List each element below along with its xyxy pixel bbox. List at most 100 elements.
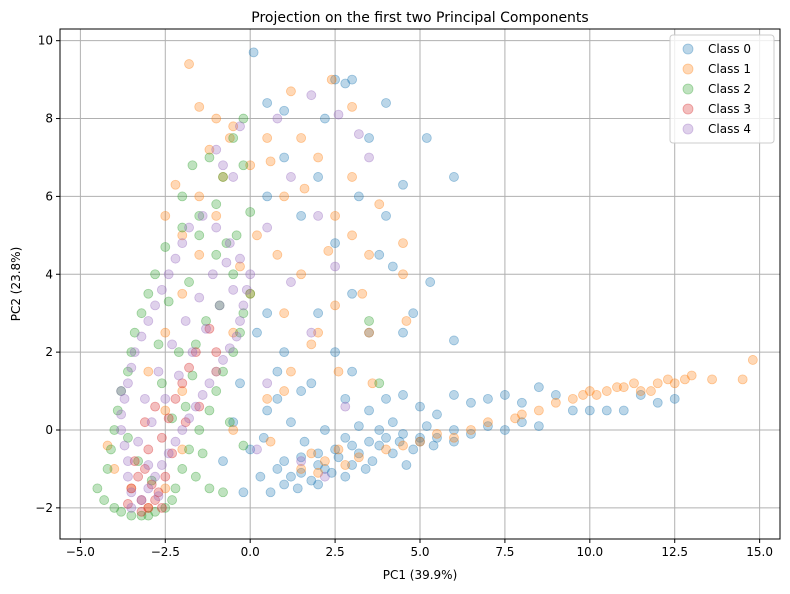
point-class-4 (173, 370, 184, 381)
point-class-2 (238, 113, 249, 124)
point-class-1 (228, 327, 239, 338)
point-class-0 (381, 210, 391, 221)
point-class-4 (126, 487, 137, 498)
point-class-1 (194, 249, 205, 260)
legend-label-class-4: Class 4 (708, 122, 751, 136)
point-class-2 (163, 296, 174, 307)
point-class-4 (241, 284, 252, 295)
point-class-0 (347, 288, 357, 299)
point-class-4 (224, 238, 235, 249)
point-class-3 (190, 347, 201, 358)
point-class-4 (153, 366, 164, 377)
point-class-0 (353, 421, 364, 431)
point-class-1 (296, 464, 307, 474)
point-class-0 (306, 378, 317, 389)
point-class-1 (357, 288, 368, 299)
point-class-2 (99, 495, 110, 505)
point-class-0 (333, 452, 344, 463)
point-class-1 (707, 374, 717, 385)
y-tick-label: −2 (35, 501, 53, 515)
legend-label-class-2: Class 2 (708, 82, 751, 96)
point-class-3 (136, 495, 147, 505)
point-class-4 (235, 316, 245, 326)
point-class-0 (279, 105, 290, 116)
point-class-4 (116, 409, 127, 420)
point-class-0 (279, 347, 290, 358)
point-class-1 (279, 386, 290, 396)
point-class-1 (398, 440, 408, 451)
point-class-0 (238, 487, 249, 498)
point-class-4 (238, 300, 249, 311)
point-class-0 (618, 405, 629, 416)
point-class-2 (190, 471, 201, 482)
point-class-3 (204, 323, 215, 334)
point-class-0 (330, 74, 340, 85)
point-class-1 (353, 452, 364, 463)
point-class-0 (466, 428, 476, 439)
point-class-2 (245, 288, 256, 299)
point-class-1 (415, 436, 425, 447)
point-class-4 (228, 172, 239, 182)
point-class-0 (320, 425, 330, 435)
point-class-4 (133, 436, 144, 447)
point-class-2 (218, 366, 228, 377)
point-class-4 (184, 222, 194, 233)
point-class-4 (306, 327, 317, 338)
point-class-4 (286, 172, 296, 182)
point-class-0 (483, 393, 493, 404)
point-class-0 (428, 440, 439, 451)
point-class-0 (228, 417, 239, 428)
point-class-1 (170, 179, 181, 190)
point-class-2 (187, 370, 198, 381)
point-class-4 (204, 378, 215, 389)
point-class-1 (313, 467, 324, 478)
point-class-0 (364, 327, 374, 338)
point-class-0 (248, 47, 259, 58)
point-class-0 (652, 397, 663, 408)
point-class-2 (221, 238, 232, 249)
point-class-4 (143, 483, 154, 494)
point-class-4 (116, 386, 127, 396)
point-class-0 (533, 382, 544, 393)
legend-box (669, 34, 775, 144)
point-class-1 (265, 436, 276, 447)
point-class-1 (652, 378, 663, 389)
point-class-2 (374, 378, 385, 389)
point-class-4 (180, 316, 191, 326)
point-class-1 (669, 378, 680, 389)
legend-marker-class-2 (682, 83, 694, 95)
point-class-1 (567, 393, 578, 404)
point-class-0 (421, 421, 432, 431)
legend-marker-class-3 (682, 103, 694, 115)
point-class-2 (194, 230, 205, 241)
point-class-4 (353, 129, 364, 140)
point-class-4 (126, 362, 137, 373)
point-class-4 (184, 413, 194, 424)
point-class-1 (333, 444, 344, 455)
point-class-0 (313, 308, 324, 319)
point-class-2 (92, 483, 103, 494)
point-class-2 (177, 464, 188, 474)
point-class-4 (207, 269, 218, 280)
point-class-2 (146, 475, 157, 486)
y-tick-label: 2 (45, 345, 53, 359)
point-class-1 (533, 405, 544, 416)
point-class-4 (194, 292, 205, 303)
point-class-1 (228, 425, 239, 435)
point-class-4 (163, 448, 174, 459)
point-class-0 (286, 417, 296, 428)
point-class-0 (398, 390, 408, 400)
point-class-0 (279, 456, 290, 467)
x-tick-label: 5.0 (410, 545, 429, 559)
point-class-2 (224, 417, 235, 428)
point-class-1 (299, 183, 310, 194)
point-class-4 (211, 144, 222, 155)
point-class-1 (364, 249, 374, 260)
point-class-0 (313, 479, 324, 490)
legend-label-class-1: Class 1 (708, 62, 751, 76)
point-class-1 (629, 378, 639, 389)
point-class-1 (262, 393, 273, 404)
point-class-0 (421, 133, 432, 143)
point-class-4 (167, 339, 177, 350)
